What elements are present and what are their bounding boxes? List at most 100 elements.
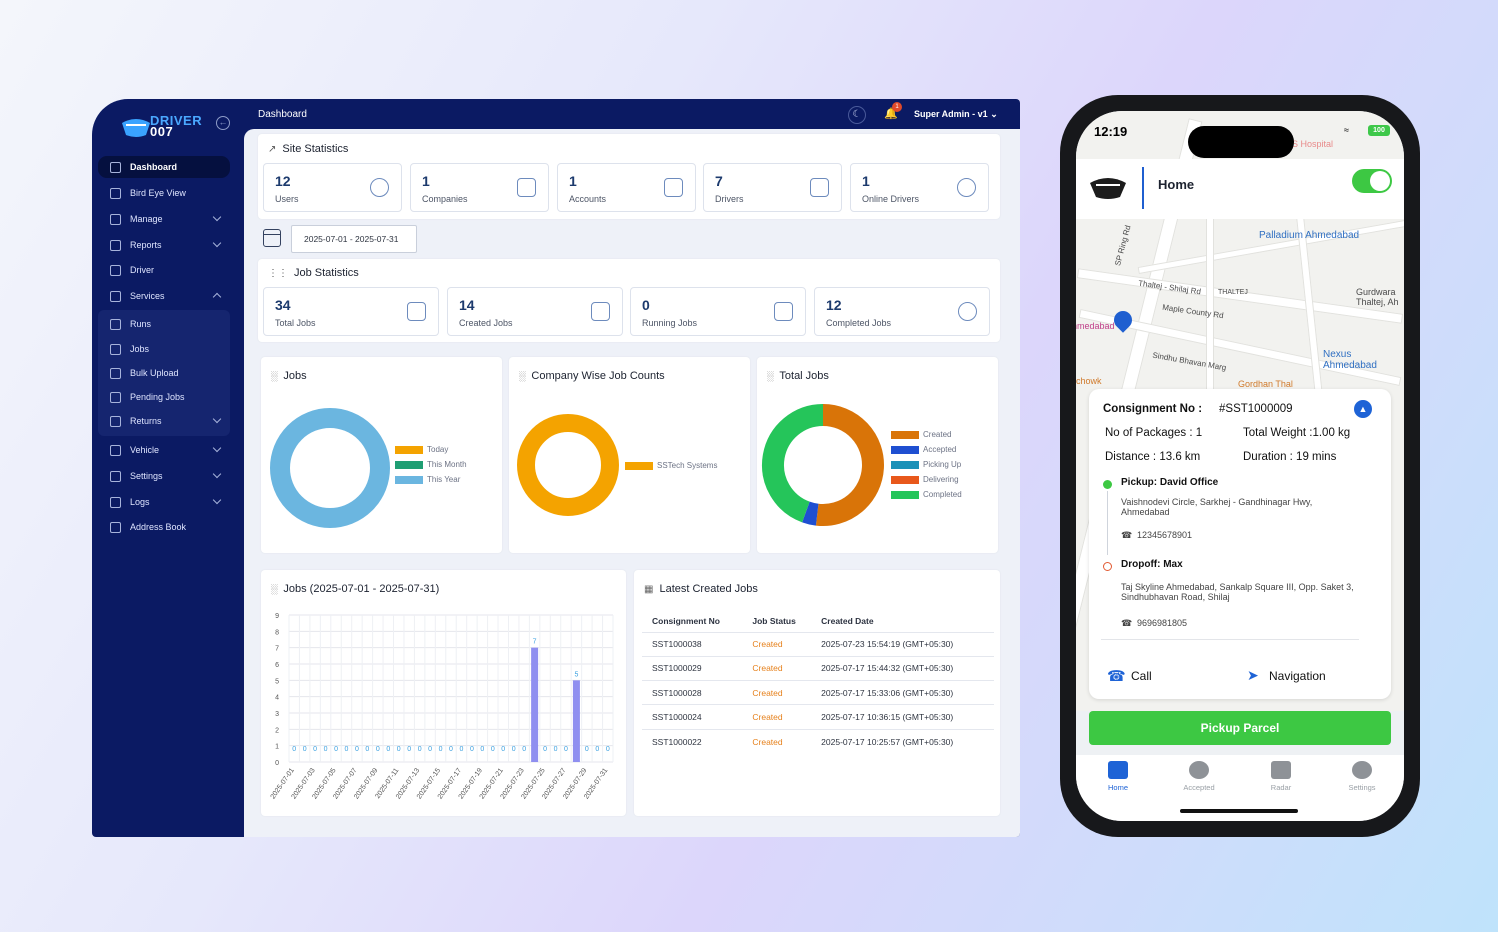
pickup-phone[interactable]: 12345678901 — [1137, 530, 1193, 540]
collapse-sidebar-icon[interactable]: ← — [216, 116, 230, 130]
sliders-icon: ⋮⋮ — [268, 267, 288, 279]
legend-item[interactable]: Today — [395, 442, 467, 457]
table-row[interactable]: SST1000029 Created 2025-07-17 15:44:32 (GM… — [642, 655, 994, 681]
sidebar-item-manage[interactable]: Manage — [98, 208, 230, 230]
legend-item[interactable]: SSTech Systems — [625, 458, 717, 473]
total-jobs-chart-card: ░ Total Jobs Created Accepted Picking Up Del… — [757, 357, 998, 553]
stat-users[interactable]: 12 Users — [263, 163, 402, 212]
stat-label: Users — [275, 194, 299, 204]
legend-item[interactable]: This Year — [395, 472, 467, 487]
nav-icon — [110, 496, 121, 508]
date-range-input[interactable]: 2025-07-01 - 2025-07-31 — [291, 225, 417, 253]
jobs-chart-title: ░ Jobs — [271, 370, 307, 382]
collapse-card-icon[interactable]: ▲ — [1354, 400, 1372, 418]
user-menu[interactable]: Super Admin - v1 ⌄ — [914, 109, 998, 119]
site-statistics-card: ↗ Site Statistics 12 Users 1 Companies 1 Accou… — [258, 134, 1000, 219]
sidebar-item-pending-jobs[interactable]: Pending Jobs — [98, 386, 230, 408]
sidebar-item-bulk-upload[interactable]: Bulk Upload — [98, 362, 230, 384]
data-label: 0 — [595, 746, 599, 753]
trend-icon: ↗ — [268, 143, 277, 155]
data-label: 0 — [480, 746, 484, 753]
phone-call-icon[interactable]: ☎ — [1107, 668, 1126, 685]
call-button[interactable]: Call — [1131, 669, 1152, 683]
navigation-arrow-icon[interactable]: ➤ — [1247, 667, 1259, 683]
legend-item[interactable]: Completed — [891, 487, 962, 502]
table-row[interactable]: SST1000024 Created 2025-07-17 10:36:15 (GM… — [642, 704, 994, 730]
consignment-label: Consignment No : — [1103, 403, 1203, 415]
tab-settings[interactable]: Settings — [1332, 761, 1392, 792]
donut-slice-created[interactable] — [815, 404, 884, 526]
bar-2025-07-28[interactable] — [572, 680, 580, 762]
table-row[interactable]: SST1000022 Created 2025-07-17 10:25:57 (GM… — [642, 728, 994, 754]
stat-drivers[interactable]: 7 Drivers — [703, 163, 842, 212]
legend-item[interactable]: Picking Up — [891, 457, 962, 472]
stat-accounts[interactable]: 1 Accounts — [557, 163, 696, 212]
sidebar-item-jobs[interactable]: Jobs — [98, 338, 230, 360]
pickup-phone-icon[interactable]: ☎ — [1121, 530, 1133, 540]
sidebar-item-returns[interactable]: Returns — [98, 410, 230, 432]
dropoff-phone[interactable]: 9696981805 — [1137, 618, 1188, 628]
tab-home[interactable]: Home — [1088, 761, 1148, 792]
legend-swatch — [395, 475, 423, 484]
consignment-cell: SST1000028 — [642, 680, 743, 705]
check-circle-icon — [958, 302, 977, 321]
data-label: 0 — [606, 746, 610, 753]
dropoff-phone-icon[interactable]: ☎ — [1121, 618, 1133, 628]
table-row[interactable]: SST1000028 Created 2025-07-17 15:33:06 (GM… — [642, 680, 994, 705]
tab-radar[interactable]: Radar — [1251, 761, 1311, 792]
legend-item[interactable]: Created — [891, 427, 962, 442]
jobs-donut-chart — [270, 408, 390, 528]
chevron-down-icon — [212, 469, 222, 479]
donut-slice-this-year[interactable] — [270, 408, 390, 528]
sidebar-item-label: Address Book — [130, 522, 187, 532]
latest-jobs-title: ▦ Latest Created Jobs — [644, 583, 758, 595]
stat-created-jobs[interactable]: 14 Created Jobs — [447, 287, 623, 336]
dark-mode-icon[interactable]: ☾ — [848, 106, 866, 124]
sidebar-item-vehicle[interactable]: Vehicle — [98, 439, 230, 461]
stat-label: Accounts — [569, 194, 607, 204]
header-divider — [1142, 167, 1144, 209]
pickup-parcel-button[interactable]: Pickup Parcel — [1089, 711, 1391, 745]
tab-accepted[interactable]: Accepted — [1169, 761, 1229, 792]
data-label: 0 — [345, 746, 349, 753]
sidebar-item-logs[interactable]: Logs — [98, 491, 230, 513]
calendar-icon[interactable] — [263, 229, 281, 247]
sidebar-item-dashboard[interactable]: Dashboard — [98, 156, 230, 178]
legend-label: This Month — [427, 460, 467, 469]
sidebar-item-address-book[interactable]: Address Book — [98, 516, 230, 538]
sidebar-item-runs[interactable]: Runs — [98, 313, 230, 335]
legend-item[interactable]: This Month — [395, 457, 467, 472]
table-row[interactable]: SST1000038 Created 2025-07-23 15:54:19 (GM… — [642, 631, 994, 657]
sidebar-item-reports[interactable]: Reports — [98, 234, 230, 256]
donut-slice-completed[interactable] — [762, 404, 824, 523]
navigation-button[interactable]: Navigation — [1269, 669, 1326, 683]
stat-running-jobs[interactable]: 0 Running Jobs — [630, 287, 806, 336]
sidebar-item-settings[interactable]: Settings — [98, 465, 230, 487]
truck-icon — [810, 178, 829, 197]
legend-item[interactable]: Accepted — [891, 442, 962, 457]
nav-icon — [110, 343, 121, 355]
bar-2025-07-24[interactable] — [531, 647, 539, 762]
map-label: Nexus Ahmedabad — [1323, 349, 1377, 371]
stat-total-jobs[interactable]: 34 Total Jobs — [263, 287, 439, 336]
donut-slice-accepted[interactable] — [802, 501, 819, 526]
sidebar-item-services[interactable]: Services — [98, 285, 230, 307]
online-toggle[interactable] — [1352, 169, 1392, 193]
legend-item[interactable]: Delivering — [891, 472, 962, 487]
sidebar-item-driver[interactable]: Driver — [98, 259, 230, 281]
donut-slice-sstech-systems[interactable] — [517, 414, 619, 516]
stat-companies[interactable]: 1 Companies — [410, 163, 549, 212]
company-donut-chart — [517, 414, 619, 516]
stat-online-drivers[interactable]: 1 Online Drivers — [850, 163, 989, 212]
data-label: 7 — [533, 639, 537, 646]
chevron-down-icon — [212, 495, 222, 505]
sidebar-item-label: Driver — [130, 265, 154, 275]
date-cell: 2025-07-23 15:54:19 (GMT+05:30) — [811, 631, 994, 657]
stat-completed-jobs[interactable]: 12 Completed Jobs — [814, 287, 990, 336]
sidebar-item-bird-eye-view[interactable]: Bird Eye View — [98, 182, 230, 204]
chevron-up-icon — [212, 292, 222, 302]
nav-icon — [110, 415, 121, 427]
stat-label: Online Drivers — [862, 194, 920, 204]
y-tick-label: 3 — [275, 711, 279, 718]
column-header: Job Status — [752, 615, 796, 626]
